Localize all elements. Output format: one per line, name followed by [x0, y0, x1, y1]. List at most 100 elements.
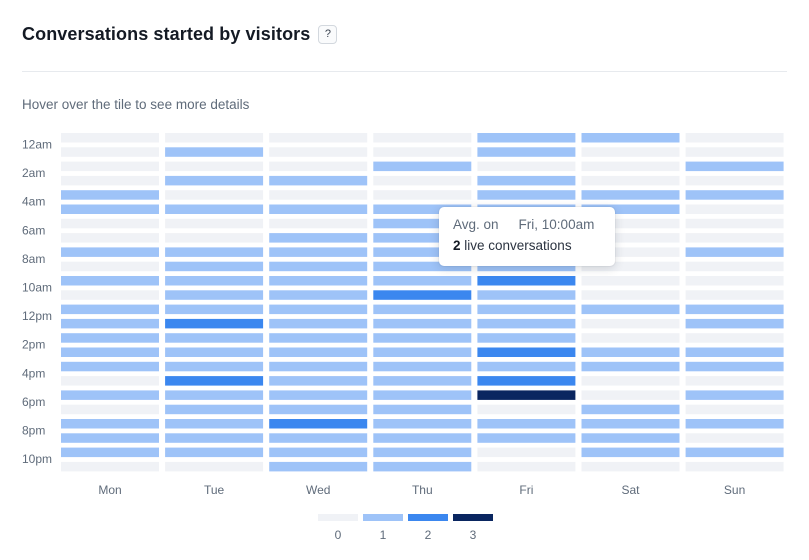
heatmap-cell-sun-9am[interactable] [685, 261, 784, 272]
heatmap-cell-wed-6am[interactable] [269, 218, 368, 229]
heatmap-cell-mon-5am[interactable] [61, 204, 159, 215]
heatmap-cell-tue-6am[interactable] [165, 218, 264, 229]
heatmap-cell-sat-8pm[interactable] [581, 419, 680, 429]
heatmap-cell-tue-9am[interactable] [165, 261, 264, 272]
heatmap-cell-fri-8pm[interactable] [477, 419, 576, 429]
heatmap-cell-sat-7am[interactable] [581, 233, 680, 243]
heatmap-cell-sat-3pm[interactable] [581, 347, 680, 358]
heatmap-cell-wed-2pm[interactable] [269, 333, 368, 343]
heatmap-cell-sat-5am[interactable] [581, 204, 680, 215]
heatmap-cell-tue-2am[interactable] [165, 161, 264, 172]
heatmap-cell-fri-3am[interactable] [477, 175, 576, 186]
heatmap-cell-tue-12am[interactable] [165, 133, 264, 143]
heatmap-cell-sat-12am[interactable] [581, 133, 680, 143]
heatmap-cell-wed-11pm[interactable] [269, 461, 368, 472]
heatmap-cell-thu-4pm[interactable] [373, 361, 472, 372]
heatmap-cell-tue-3pm[interactable] [165, 347, 264, 358]
heatmap-cell-thu-12am[interactable] [373, 133, 472, 143]
heatmap-cell-sat-3am[interactable] [581, 175, 680, 186]
heatmap-cell-tue-1am[interactable] [165, 147, 264, 157]
heatmap-cell-sat-4pm[interactable] [581, 361, 680, 372]
heatmap-cell-wed-5am[interactable] [269, 204, 368, 215]
heatmap-cell-sun-4am[interactable] [685, 190, 784, 200]
heatmap-cell-thu-2pm[interactable] [373, 333, 472, 343]
heatmap-cell-thu-3am[interactable] [373, 175, 472, 186]
heatmap-cell-mon-7pm[interactable] [61, 404, 159, 415]
heatmap-cell-mon-10am[interactable] [61, 276, 159, 286]
heatmap-cell-tue-7pm[interactable] [165, 404, 264, 415]
heatmap-cell-sat-7pm[interactable] [581, 404, 680, 415]
heatmap-cell-mon-5pm[interactable] [61, 376, 159, 386]
heatmap-cell-thu-2am[interactable] [373, 161, 472, 172]
heatmap-cell-fri-1am[interactable] [477, 147, 576, 157]
heatmap-cell-mon-12am[interactable] [61, 133, 159, 143]
heatmap-cell-sun-1am[interactable] [685, 147, 784, 157]
heatmap-cell-sun-6pm[interactable] [685, 390, 784, 400]
heatmap-cell-sun-3pm[interactable] [685, 347, 784, 358]
heatmap-cell-mon-6am[interactable] [61, 218, 159, 229]
heatmap-cell-mon-3am[interactable] [61, 175, 159, 186]
heatmap-cell-fri-10pm[interactable] [477, 447, 576, 458]
heatmap-cell-mon-2pm[interactable] [61, 333, 159, 343]
heatmap-cell-wed-12pm[interactable] [269, 304, 368, 315]
heatmap-cell-wed-10pm[interactable] [269, 447, 368, 458]
heatmap-cell-sat-1pm[interactable] [581, 318, 680, 329]
heatmap-cell-thu-12pm[interactable] [373, 304, 472, 315]
heatmap-cell-tue-6pm[interactable] [165, 390, 264, 400]
heatmap-cell-tue-11pm[interactable] [165, 461, 264, 472]
heatmap-cell-thu-1am[interactable] [373, 147, 472, 157]
heatmap-cell-thu-7pm[interactable] [373, 404, 472, 415]
heatmap-cell-thu-8am[interactable] [373, 247, 472, 257]
heatmap-cell-thu-7am[interactable] [373, 233, 472, 243]
heatmap-cell-sun-6am[interactable] [685, 218, 784, 229]
heatmap-cell-tue-8pm[interactable] [165, 419, 264, 429]
heatmap-cell-thu-11pm[interactable] [373, 461, 472, 472]
heatmap-cell-mon-8am[interactable] [61, 247, 159, 257]
heatmap-cell-mon-7am[interactable] [61, 233, 159, 243]
heatmap-cell-wed-9pm[interactable] [269, 433, 368, 443]
heatmap-cell-mon-2am[interactable] [61, 161, 159, 172]
heatmap-cell-fri-1pm[interactable] [477, 318, 576, 329]
heatmap-cell-tue-5pm[interactable] [165, 376, 264, 386]
heatmap-cell-fri-5pm[interactable] [477, 376, 576, 386]
heatmap-cell-mon-1am[interactable] [61, 147, 159, 157]
heatmap-cell-tue-11am[interactable] [165, 290, 264, 300]
heatmap-cell-sun-5pm[interactable] [685, 376, 784, 386]
heatmap-cell-sun-9pm[interactable] [685, 433, 784, 443]
heatmap-cell-tue-4pm[interactable] [165, 361, 264, 372]
heatmap-cell-fri-7pm[interactable] [477, 404, 576, 415]
heatmap-cell-sat-6pm[interactable] [581, 390, 680, 400]
heatmap-cell-fri-6pm[interactable] [477, 390, 576, 400]
heatmap-cell-thu-8pm[interactable] [373, 419, 472, 429]
heatmap-cell-thu-6pm[interactable] [373, 390, 472, 400]
heatmap-cell-sat-12pm[interactable] [581, 304, 680, 315]
heatmap-cell-tue-4am[interactable] [165, 190, 264, 200]
heatmap-cell-fri-11pm[interactable] [477, 461, 576, 472]
heatmap-cell-sun-1pm[interactable] [685, 318, 784, 329]
heatmap-cell-sun-5am[interactable] [685, 204, 784, 215]
heatmap-cell-wed-8pm[interactable] [269, 419, 368, 429]
heatmap-cell-sun-7pm[interactable] [685, 404, 784, 415]
heatmap-cell-sun-10pm[interactable] [685, 447, 784, 458]
heatmap-cell-tue-9pm[interactable] [165, 433, 264, 443]
heatmap-cell-mon-6pm[interactable] [61, 390, 159, 400]
heatmap-cell-sun-8am[interactable] [685, 247, 784, 257]
heatmap-cell-sun-4pm[interactable] [685, 361, 784, 372]
heatmap-cell-sat-8am[interactable] [581, 247, 680, 257]
heatmap-cell-thu-10am[interactable] [373, 276, 472, 286]
heatmap-cell-fri-3pm[interactable] [477, 347, 576, 358]
heatmap-cell-sun-12pm[interactable] [685, 304, 784, 315]
heatmap-cell-mon-4am[interactable] [61, 190, 159, 200]
heatmap-cell-sun-12am[interactable] [685, 133, 784, 143]
heatmap-cell-sat-6am[interactable] [581, 218, 680, 229]
heatmap-cell-thu-1pm[interactable] [373, 318, 472, 329]
heatmap-cell-sun-2am[interactable] [685, 161, 784, 172]
heatmap-cell-sat-10pm[interactable] [581, 447, 680, 458]
heatmap-cell-thu-5am[interactable] [373, 204, 472, 215]
heatmap-cell-fri-9am[interactable] [477, 261, 576, 272]
heatmap-cell-thu-5pm[interactable] [373, 376, 472, 386]
heatmap-cell-mon-9pm[interactable] [61, 433, 159, 443]
heatmap-cell-sat-2pm[interactable] [581, 333, 680, 343]
heatmap-cell-wed-2am[interactable] [269, 161, 368, 172]
heatmap-cell-wed-3pm[interactable] [269, 347, 368, 358]
